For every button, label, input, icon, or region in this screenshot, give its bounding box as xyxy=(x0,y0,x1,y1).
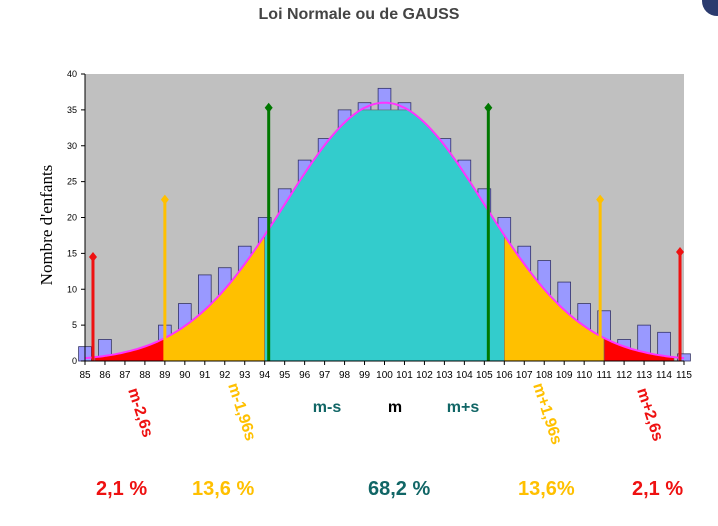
corner-badge-icon xyxy=(702,0,718,16)
x-tick-label: 114 xyxy=(656,370,672,381)
marker-label: m-s xyxy=(313,399,342,416)
chart-title: Loi Normale ou de GAUSS xyxy=(258,6,460,23)
x-tick-label: 104 xyxy=(456,370,473,381)
x-tick-label: 106 xyxy=(496,370,513,381)
x-tick-label: 92 xyxy=(219,370,231,381)
x-tick-label: 87 xyxy=(119,370,131,381)
x-tick-label: 100 xyxy=(376,370,393,381)
x-tick-label: 111 xyxy=(597,370,613,381)
marker-line-tip xyxy=(484,102,493,113)
x-tick-label: 113 xyxy=(636,370,652,381)
x-tick-label: 94 xyxy=(259,370,271,381)
x-tick-label: 115 xyxy=(676,370,692,381)
marker-line-tip xyxy=(264,102,273,113)
percentage-label: 13,6 % xyxy=(192,478,255,500)
y-axis-label: Nombre d'enfants xyxy=(37,165,56,286)
percentage-label: 68,2 % xyxy=(368,478,431,500)
marker-line-tip xyxy=(676,246,685,257)
marker-line-tip xyxy=(596,194,605,205)
y-tick-label: 25 xyxy=(67,177,77,187)
x-tick-label: 93 xyxy=(239,370,251,381)
percentage-label: 2,1 % xyxy=(632,478,684,500)
marker-line-tip xyxy=(160,194,169,205)
x-tick-label: 89 xyxy=(159,370,171,381)
x-tick-label: 95 xyxy=(279,370,291,381)
marker-label: m+s xyxy=(447,399,480,416)
y-tick-label: 40 xyxy=(67,69,77,79)
y-tick-label: 35 xyxy=(67,105,77,115)
x-tick-label: 110 xyxy=(576,370,592,381)
x-tick-label: 85 xyxy=(79,370,91,381)
marker-label: m+1,96s xyxy=(529,381,565,447)
x-tick-label: 99 xyxy=(359,370,371,381)
x-tick-label: 112 xyxy=(616,370,632,381)
x-tick-label: 98 xyxy=(339,370,351,381)
x-tick-label: 109 xyxy=(556,370,573,381)
x-tick-label: 108 xyxy=(536,370,553,381)
x-tick-label: 90 xyxy=(179,370,191,381)
x-tick-label: 102 xyxy=(416,370,433,381)
x-tick-label: 86 xyxy=(99,370,111,381)
y-tick-label: 30 xyxy=(67,141,77,151)
x-tick-label: 105 xyxy=(476,370,493,381)
x-tick-label: 101 xyxy=(396,370,413,381)
marker-label: m-1,96s xyxy=(224,381,259,443)
axes: 0 5 10 15 20 25 30 35 40 85 86 87 88 89 90 91 92 93 94 95 96… xyxy=(67,69,692,381)
percentage-label: 2,1 % xyxy=(96,478,148,500)
y-tick-label: 10 xyxy=(67,284,77,294)
marker-label: m-2,6s xyxy=(124,386,156,440)
y-tick-label: 15 xyxy=(67,248,77,258)
x-tick-label: 96 xyxy=(299,370,311,381)
marker-line-tip xyxy=(88,251,97,262)
normal-curve xyxy=(84,101,685,360)
y-tick-label: 0 xyxy=(72,356,77,366)
marker-labels: m-2,6s m-1,96s m-s m m+s m+1,96s m+2,6s xyxy=(124,381,666,447)
marker-label: m xyxy=(388,399,402,416)
marker-label: m+2,6s xyxy=(633,386,666,443)
y-tick-label: 5 xyxy=(72,320,77,330)
x-tick-label: 107 xyxy=(516,370,533,381)
x-tick-label: 103 xyxy=(436,370,453,381)
y-tick-label: 20 xyxy=(67,213,77,223)
x-tick-label: 97 xyxy=(319,370,331,381)
marker-lines xyxy=(88,102,685,361)
x-tick-label: 91 xyxy=(199,370,211,381)
x-tick-label: 88 xyxy=(139,370,151,381)
percentage-label: 13,6% xyxy=(518,478,575,500)
